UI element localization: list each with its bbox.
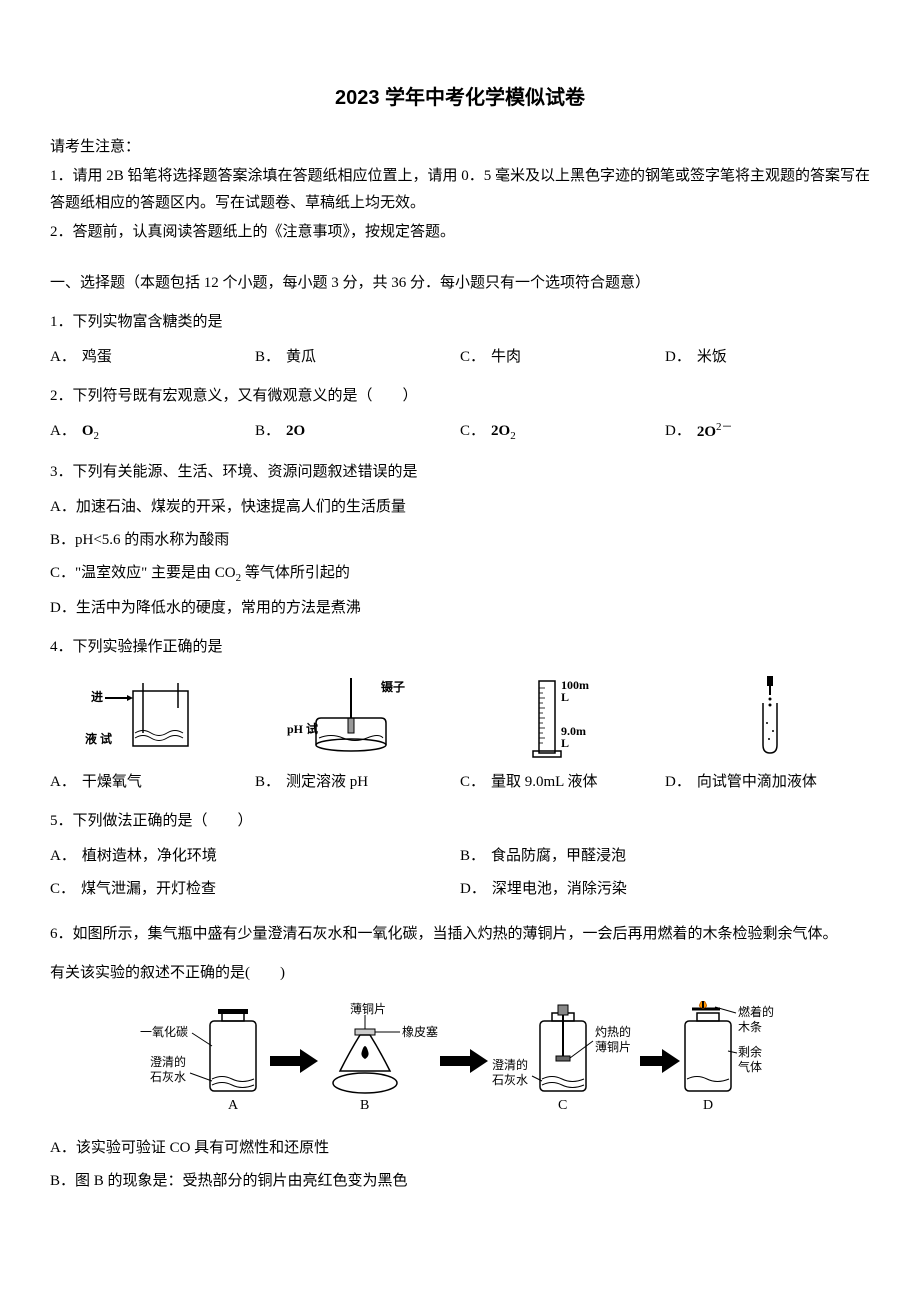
gas-drying-icon: 进 液 试 [83, 673, 213, 763]
q1-opt-b: B．黄瓜 [255, 344, 460, 371]
q3-opt-a: A．加速石油、煤炭的开采，快速提高人们的生活质量 [50, 494, 870, 521]
q5-options: A．植树造林，净化环境 B．食品防腐，甲醛浸泡 C．煤气泄漏，开灯检查 D．深埋… [50, 843, 870, 909]
q6-stem-2: 有关该实验的叙述不正确的是( ) [50, 960, 870, 987]
exam-title: 2023 学年中考化学模似试卷 [50, 80, 870, 116]
q2-opt-d: D．2O2－ [665, 418, 870, 447]
q5-opt-b: B．食品防腐，甲醛浸泡 [460, 843, 870, 870]
q4-diagram-d [674, 673, 870, 763]
svg-text:L: L [561, 736, 569, 750]
q5-c-text: 煤气泄漏，开灯检查 [81, 876, 216, 903]
q4-opt-d: D．向试管中滴加液体 [665, 769, 870, 796]
q3-opt-c: C．"温室效应" 主要是由 CO2 等气体所引起的 [50, 560, 870, 589]
svg-text:C: C [558, 1098, 567, 1113]
q3-d-text: 生活中为降低水的硬度，常用的方法是煮沸 [76, 600, 361, 616]
notice-item-2: 2．答题前，认真阅读答题纸上的《注意事项》，按规定答题。 [50, 219, 870, 246]
svg-text:灼热的: 灼热的 [595, 1024, 631, 1039]
q1-opt-a: A．鸡蛋 [50, 344, 255, 371]
q4-a-text: 干燥氧气 [82, 769, 142, 796]
svg-text:气体: 气体 [738, 1059, 762, 1074]
experiment-sequence-icon: 一氧化碳 澄清的 石灰水 A 薄铜片 橡皮塞 B [140, 1001, 780, 1121]
q3-a-text: 加速石油、煤炭的开采，快速提高人们的生活质量 [76, 499, 406, 515]
dropper-tube-icon [717, 673, 827, 763]
q4-c-text: 量取 9.0mL 液体 [491, 769, 598, 796]
notice-header: 请考生注意： [50, 134, 870, 161]
q5-stem: 5．下列做法正确的是（ ） [50, 808, 870, 835]
svg-text:木条: 木条 [738, 1020, 762, 1034]
svg-text:澄清的: 澄清的 [150, 1054, 186, 1069]
q2-opt-b: B．2O [255, 418, 460, 447]
q6-b-text: 图 B 的现象是：受热部分的铜片由亮红色变为黑色 [75, 1173, 408, 1189]
q6-opt-a: A．该实验可验证 CO 具有可燃性和还原性 [50, 1135, 870, 1162]
q4-opt-a: A．干燥氧气 [50, 769, 255, 796]
svg-text:剩余: 剩余 [738, 1044, 762, 1059]
q3-opt-b: B．pH<5.6 的雨水称为酸雨 [50, 527, 870, 554]
svg-text:D: D [703, 1098, 713, 1113]
q4-d-text: 向试管中滴加液体 [697, 769, 817, 796]
notice-item-1: 1．请用 2B 铅笔将选择题答案涂填在答题纸相应位置上，请用 0．5 毫米及以上… [50, 163, 870, 217]
svg-text:橡皮塞: 橡皮塞 [402, 1024, 438, 1039]
q3-b-text: pH<5.6 的雨水称为酸雨 [75, 532, 229, 548]
q1-opt-d-text: 米饭 [697, 344, 727, 371]
q4-diagram-a: 进 液 试 [50, 673, 246, 763]
q5-opt-d: D．深埋电池，消除污染 [460, 876, 870, 903]
q4-diagram-b: 镊子 pH 试 [258, 673, 454, 763]
svg-text:燃着的: 燃着的 [738, 1004, 774, 1019]
q4-opt-c: C．量取 9.0mL 液体 [460, 769, 665, 796]
q5-opt-a: A．植树造林，净化环境 [50, 843, 460, 870]
svg-text:pH 试: pH 试 [287, 721, 318, 736]
q5-opt-c: C．煤气泄漏，开灯检查 [50, 876, 460, 903]
svg-text:液 试: 液 试 [85, 731, 112, 746]
q4-diagrams: 进 液 试 镊子 pH 试 [50, 673, 870, 763]
q2-b-text: 2O [286, 418, 305, 445]
q6-opt-b: B．图 B 的现象是：受热部分的铜片由亮红色变为黑色 [50, 1168, 870, 1195]
q2-d-pre: 2O [697, 424, 716, 440]
svg-text:一氧化碳: 一氧化碳 [140, 1025, 188, 1039]
svg-text:澄清的: 澄清的 [492, 1057, 528, 1072]
section-header: 一、选择题（本题包括 12 个小题，每小题 3 分，共 36 分．每小题只有一个… [50, 270, 870, 297]
svg-text:A: A [228, 1098, 239, 1113]
q5-a-text: 植树造林，净化环境 [82, 843, 217, 870]
svg-text:镊子: 镊子 [380, 679, 405, 694]
cylinder-icon: 100m L 9.0m L [499, 673, 629, 763]
q1-opt-b-text: 黄瓜 [286, 344, 316, 371]
q1-opt-a-text: 鸡蛋 [82, 344, 112, 371]
q2-opt-a: A．O2 [50, 418, 255, 447]
q2-stem: 2．下列符号既有宏观意义，又有微观意义的是（ ） [50, 383, 870, 410]
svg-text:进: 进 [91, 689, 103, 704]
q2-d-sup: 2－ [716, 421, 733, 433]
q2-a-pre: O [82, 423, 94, 439]
q1-opt-c-text: 牛肉 [491, 344, 521, 371]
q6-stem-1: 6．如图所示，集气瓶中盛有少量澄清石灰水和一氧化碳，当插入灼热的薄铜片，一会后再… [50, 921, 870, 948]
q3-c-post: 等气体所引起的 [241, 565, 350, 581]
q1-opt-d: D．米饭 [665, 344, 870, 371]
q2-c-sub: 2 [510, 430, 516, 442]
svg-text:薄铜片: 薄铜片 [350, 1001, 386, 1016]
q1-stem: 1．下列实物富含糖类的是 [50, 309, 870, 336]
q3-opt-d: D．生活中为降低水的硬度，常用的方法是煮沸 [50, 595, 870, 622]
q1-opt-c: C．牛肉 [460, 344, 665, 371]
q2-a-sub: 2 [94, 430, 100, 442]
q4-diagram-c: 100m L 9.0m L [466, 673, 662, 763]
svg-text:石灰水: 石灰水 [492, 1073, 528, 1087]
q6-a-text: 该实验可验证 CO 具有可燃性和还原性 [76, 1140, 329, 1156]
q4-stem: 4．下列实验操作正确的是 [50, 634, 870, 661]
svg-text:B: B [360, 1098, 369, 1113]
q4-options: A．干燥氧气 B．测定溶液 pH C．量取 9.0mL 液体 D．向试管中滴加液… [50, 769, 870, 796]
q2-opt-c: C．2O2 [460, 418, 665, 447]
q5-b-text: 食品防腐，甲醛浸泡 [491, 843, 626, 870]
q4-opt-b: B．测定溶液 pH [255, 769, 460, 796]
q2-options: A．O2 B．2O C．2O2 D．2O2－ [50, 418, 870, 447]
q4-b-text: 测定溶液 pH [286, 769, 368, 796]
svg-text:石灰水: 石灰水 [150, 1070, 186, 1084]
q5-d-text: 深埋电池，消除污染 [492, 876, 627, 903]
ph-test-icon: 镊子 pH 试 [281, 673, 431, 763]
svg-text:薄铜片: 薄铜片 [595, 1039, 631, 1054]
q1-options: A．鸡蛋 B．黄瓜 C．牛肉 D．米饭 [50, 344, 870, 371]
q3-stem: 3．下列有关能源、生活、环境、资源问题叙述错误的是 [50, 459, 870, 486]
svg-text:L: L [561, 690, 569, 704]
q2-c-pre: 2O [491, 423, 510, 439]
q3-c-pre: "温室效应" 主要是由 CO [75, 565, 236, 581]
q6-diagram: 一氧化碳 澄清的 石灰水 A 薄铜片 橡皮塞 B [50, 1001, 870, 1121]
